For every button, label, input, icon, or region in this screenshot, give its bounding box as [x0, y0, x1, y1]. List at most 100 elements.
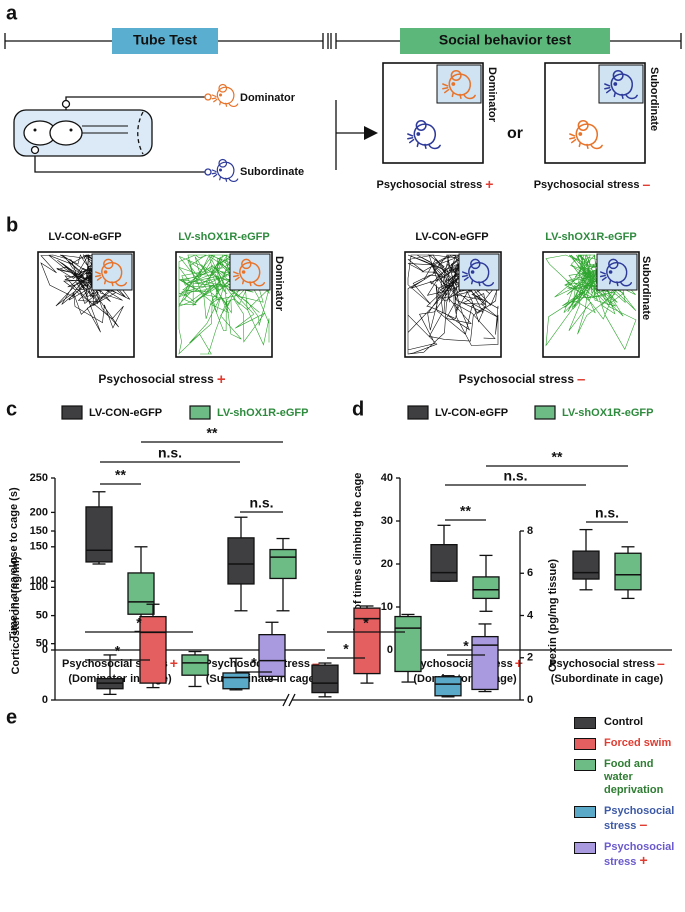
caption-sign: –	[577, 371, 585, 388]
legend-label: LV-CON-eGFP	[89, 407, 162, 419]
box	[181, 654, 209, 676]
legend-item: Psychosocial stress +	[574, 841, 684, 869]
arena	[544, 62, 646, 164]
cage-label: Subordinate	[640, 256, 652, 320]
y-tick-label: 2	[527, 652, 533, 664]
category-sign: +	[515, 655, 523, 671]
significance-label: **	[460, 503, 471, 519]
legend-label: Food and water deprivation	[604, 758, 684, 797]
significance-label: *	[363, 615, 369, 631]
arrow	[335, 100, 378, 170]
legend-sign: –	[639, 816, 648, 832]
legend-label: LV-CON-eGFP	[435, 407, 508, 419]
legend: Control Forced swim Food and water depriva…	[574, 716, 684, 877]
cage-label: Subordinate	[648, 67, 660, 131]
track	[407, 254, 499, 355]
box	[85, 506, 113, 563]
significance-label: *	[251, 655, 257, 671]
legend-label: Psychosocial stress +	[604, 841, 684, 869]
y-tick-label: 150	[30, 541, 48, 553]
caption-sign: +	[485, 176, 493, 192]
box	[222, 672, 250, 690]
timeline-box	[400, 28, 610, 54]
box	[572, 550, 600, 580]
box	[434, 676, 462, 697]
tube-label: Dominator	[240, 92, 296, 104]
legend-swatch	[61, 405, 83, 420]
y-tick-label: 0	[42, 644, 48, 656]
legend-text: Forced swim	[604, 737, 672, 749]
panel-letter: a	[6, 2, 18, 24]
category-text: Psychosocial stress	[204, 658, 310, 670]
legend-text: Psychosocial stress	[604, 841, 675, 868]
y-tick-label: 200	[30, 506, 48, 518]
category-sign: –	[312, 655, 320, 671]
box	[311, 664, 339, 694]
y-tick-label: 100	[30, 581, 48, 593]
significance-label: *	[115, 643, 121, 659]
legend-sign: +	[639, 852, 648, 868]
tube-label: Subordinate	[240, 166, 304, 178]
cage-label: Dominator	[486, 67, 498, 123]
category-note: (Subordinate in cage)	[551, 673, 664, 685]
caption-text: Psychosocial stress	[534, 179, 640, 191]
caption-text: Psychosocial stress	[377, 179, 483, 191]
y-tick-label: 6	[527, 567, 533, 579]
significance-label: **	[207, 425, 218, 441]
y-tick-label: 100	[30, 575, 48, 587]
y-tick-label: 0	[42, 694, 48, 706]
legend-swatch	[574, 842, 596, 854]
box	[227, 537, 255, 585]
legend-item: Food and water deprivation	[574, 758, 684, 797]
caption: Psychosocial stress –	[534, 176, 651, 192]
box	[614, 552, 642, 591]
legend-swatch	[574, 738, 596, 750]
significance-label: **	[552, 449, 563, 465]
legend-swatch	[574, 717, 596, 729]
significance-label: *	[136, 615, 142, 631]
category-sign: +	[170, 655, 178, 671]
track	[178, 253, 270, 355]
significance-label: *	[463, 638, 469, 654]
treatment-label: LV-shOX1R-eGFP	[545, 231, 636, 243]
panel-letter: e	[6, 706, 17, 728]
category-sign: –	[657, 655, 665, 671]
category-label: Psychosocial stress –	[549, 655, 665, 671]
significance-label: n.s.	[158, 445, 182, 461]
caption-sign: +	[217, 371, 226, 388]
timeline-label: Social behavior test	[439, 32, 572, 48]
legend-label: LV-shOX1R-eGFP	[562, 407, 653, 419]
y-tick-label: 250	[30, 472, 48, 484]
arena	[382, 62, 484, 164]
legend-label: Control	[604, 716, 643, 729]
legend-item: Psychosocial stress –	[574, 805, 684, 833]
panel-letter: c	[6, 398, 17, 420]
y-axis-label: Corticosterone (ng/ml)	[10, 556, 22, 674]
box	[127, 572, 155, 615]
caption-text: Psychosocial stress	[98, 372, 214, 386]
box	[472, 576, 500, 600]
caption-sign: –	[643, 176, 651, 192]
panel-letter: d	[352, 398, 364, 420]
y-axis-label: Orexin (pg/mg tissue)	[547, 559, 559, 672]
significance-label: *	[343, 641, 349, 657]
significance-label: n.s.	[249, 495, 273, 511]
y-tick-label: 30	[381, 515, 393, 527]
panel-letter: b	[6, 214, 18, 236]
significance-label: n.s.	[503, 468, 527, 484]
category-text: Psychosocial stress	[549, 658, 655, 670]
significance-label: n.s.	[595, 505, 619, 521]
box	[258, 634, 286, 677]
y-tick-label: 50	[36, 638, 48, 650]
y-axis-label: Time in area close to cage (s)	[8, 487, 20, 641]
y-tick-label: 150	[30, 525, 48, 537]
category-note: (Dominator in cage)	[413, 673, 517, 685]
y-tick-label: 4	[527, 609, 534, 621]
y-tick-label: 50	[36, 610, 48, 622]
box	[269, 548, 297, 580]
legend-text: Control	[604, 716, 644, 728]
legend-swatch	[574, 759, 596, 771]
y-tick-label: 40	[381, 472, 393, 484]
